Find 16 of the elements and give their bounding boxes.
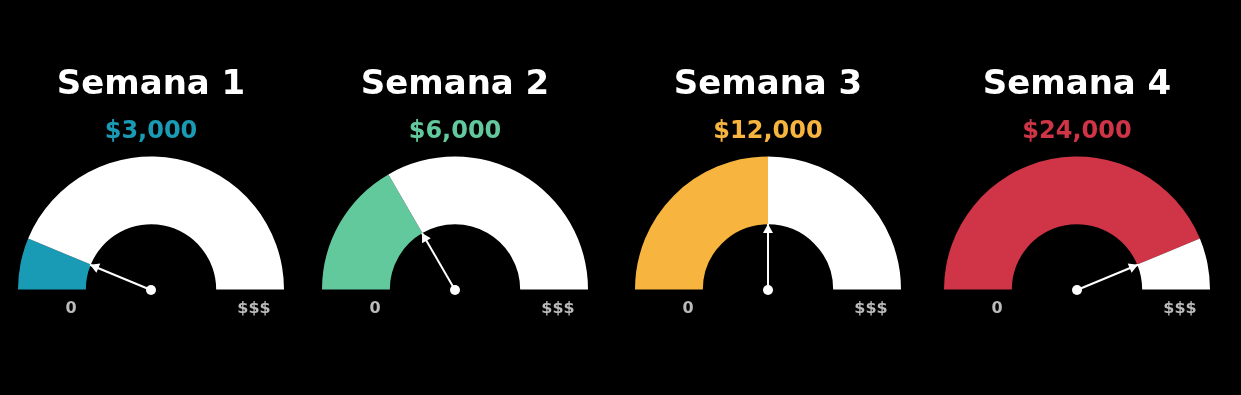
text: 0 <box>681 298 695 317</box>
text: 0 <box>368 298 382 317</box>
text: $$$ <box>1162 298 1198 317</box>
text: 0 <box>990 298 1004 317</box>
chart-subtitle: $3,000 <box>103 116 199 144</box>
chart-title: Semana 2 <box>359 62 551 102</box>
chart-title: Semana 3 <box>672 62 864 102</box>
text: $$$ <box>236 298 272 317</box>
chart-title: Semana 4 <box>981 62 1173 102</box>
text: 0 <box>64 298 78 317</box>
chart-subtitle: $12,000 <box>712 116 824 144</box>
text: $$$ <box>853 298 889 317</box>
chart-subtitle: $24,000 <box>1021 116 1133 144</box>
chart-title: Semana 1 <box>55 62 247 102</box>
chart-subtitle: $6,000 <box>407 116 503 144</box>
text: $$$ <box>540 298 576 317</box>
